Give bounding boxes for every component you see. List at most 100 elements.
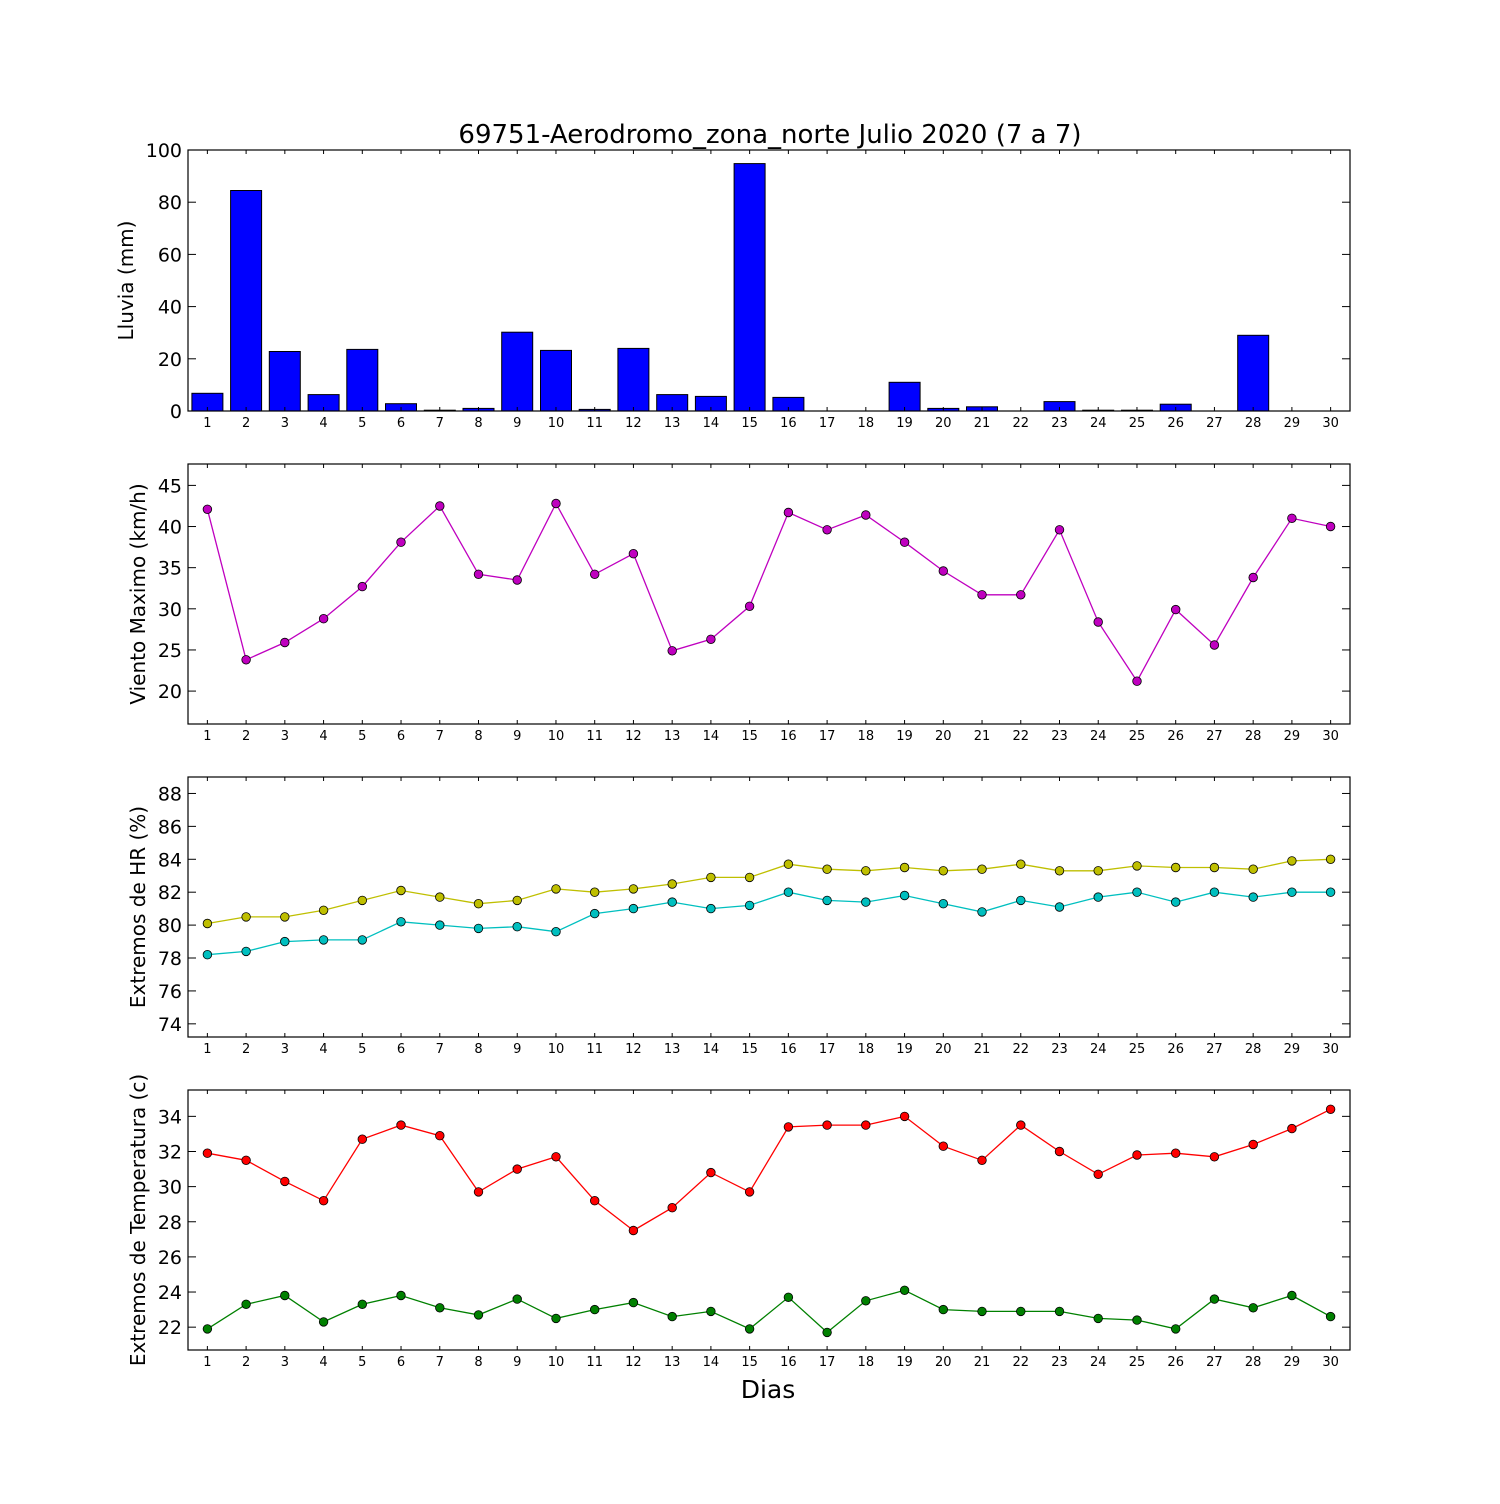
x-tick-label: 30 (1322, 1355, 1339, 1370)
x-tick-label: 11 (586, 729, 603, 744)
x-tick-label: 12 (625, 1042, 642, 1057)
y-tick-label: 34 (158, 1106, 182, 1128)
point-temp-max-day-10 (551, 1152, 561, 1162)
point-temp-min-day-10 (551, 1313, 561, 1324)
point-hr-min-day-23 (1054, 902, 1065, 912)
point-hr-max-day-12 (628, 884, 639, 894)
point-temp-min-day-5 (357, 1299, 368, 1310)
point-wind-day-20 (938, 566, 949, 576)
x-tick-label: 3 (281, 729, 289, 744)
point-hr-max-day-30 (1325, 854, 1336, 865)
x-tick-label: 13 (664, 729, 681, 744)
y-tick-label: 32 (158, 1141, 182, 1163)
y-tick-label: 28 (158, 1212, 182, 1234)
point-hr-max-day-2 (241, 912, 251, 922)
point-hr-min-day-22 (1016, 895, 1026, 906)
point-hr-min-day-20 (938, 899, 949, 909)
x-tick-label: 10 (548, 416, 565, 431)
point-hr-min-day-29 (1287, 887, 1297, 897)
point-wind-day-15 (744, 601, 755, 612)
y-tick-label: 88 (158, 783, 182, 805)
bar-day-3 (268, 351, 301, 412)
x-tick-label: 21 (974, 1042, 991, 1057)
point-hr-min-day-17 (822, 895, 832, 906)
point-wind-day-18 (861, 510, 871, 520)
x-tick-label: 23 (1051, 1042, 1068, 1057)
point-temp-max-day-26 (1170, 1148, 1181, 1158)
x-tick-label: 25 (1129, 729, 1146, 744)
x-tick-label: 22 (1012, 1355, 1029, 1370)
y-tick-label: 30 (158, 1177, 182, 1199)
line-temp-max (207, 1108, 1331, 1232)
bar-day-10 (540, 349, 572, 412)
point-temp-min-day-19 (899, 1285, 910, 1296)
x-tick-label: 8 (474, 1042, 482, 1057)
point-wind-day-30 (1325, 521, 1336, 532)
x-tick-label: 9 (513, 416, 521, 431)
x-tick-label: 29 (1284, 416, 1301, 431)
point-temp-max-day-27 (1209, 1152, 1220, 1162)
x-tick-label: 1 (203, 1042, 211, 1057)
point-wind-day-28 (1248, 572, 1258, 583)
x-tick-label: 1 (203, 416, 211, 431)
point-wind-day-10 (551, 498, 561, 509)
x-tick-label: 30 (1322, 416, 1339, 431)
x-tick-label: 8 (474, 416, 482, 431)
point-wind-day-8 (473, 569, 484, 580)
x-tick-label: 7 (436, 729, 444, 744)
point-temp-max-day-4 (318, 1195, 329, 1206)
x-tick-label: 29 (1284, 1042, 1301, 1057)
point-temp-max-day-20 (938, 1141, 949, 1151)
point-hr-min-day-7 (435, 920, 445, 930)
x-tick-label: 4 (319, 1355, 327, 1370)
point-temp-min-day-22 (1016, 1306, 1026, 1317)
x-tick-label: 11 (586, 416, 603, 431)
x-tick-label: 22 (1012, 729, 1029, 744)
point-temp-min-day-17 (822, 1327, 832, 1338)
x-tick-label: 10 (548, 1355, 565, 1370)
point-wind-day-19 (899, 537, 910, 547)
y-tick-label: 20 (158, 681, 182, 703)
x-tick-label: 25 (1129, 416, 1146, 431)
point-wind-day-3 (280, 637, 290, 648)
point-temp-max-day-17 (822, 1120, 832, 1130)
point-hr-max-day-10 (551, 884, 561, 894)
x-tick-label: 24 (1090, 1042, 1107, 1057)
point-hr-min-day-16 (783, 887, 794, 897)
point-temp-min-day-26 (1170, 1324, 1181, 1334)
point-hr-min-day-10 (551, 927, 561, 937)
x-tick-label: 16 (780, 1042, 797, 1057)
point-wind-day-7 (435, 501, 445, 511)
x-tick-label: 20 (935, 1355, 952, 1370)
x-tick-label: 20 (935, 1042, 952, 1057)
x-tick-label: 28 (1245, 1355, 1262, 1370)
y-axis-label: Lluvia (mm) (114, 221, 138, 341)
y-tick-label: 82 (158, 882, 182, 904)
x-tick-label: 6 (397, 729, 405, 744)
x-tick-label: 7 (436, 416, 444, 431)
x-tick-label: 6 (397, 1042, 405, 1057)
x-tick-label: 7 (436, 1042, 444, 1057)
point-temp-max-day-22 (1016, 1120, 1026, 1130)
point-wind-day-12 (628, 549, 639, 559)
point-temp-max-day-5 (357, 1134, 368, 1144)
x-tick-label: 26 (1167, 1042, 1184, 1057)
point-wind-day-5 (357, 581, 368, 592)
point-hr-min-day-8 (473, 923, 484, 934)
point-temp-max-day-7 (435, 1130, 445, 1141)
x-tick-label: 1 (203, 729, 211, 744)
x-tick-label: 2 (242, 729, 250, 744)
point-temp-min-day-21 (977, 1306, 987, 1317)
line-hr-max (207, 858, 1331, 925)
x-tick-label: 28 (1245, 416, 1262, 431)
point-temp-max-day-2 (241, 1155, 251, 1166)
point-hr-min-day-1 (202, 950, 213, 960)
x-tick-label: 26 (1167, 729, 1184, 744)
x-tick-label: 2 (242, 1355, 250, 1370)
point-temp-min-day-9 (512, 1294, 522, 1304)
point-temp-max-day-11 (590, 1195, 600, 1206)
point-hr-min-day-25 (1132, 887, 1142, 897)
point-wind-day-1 (202, 504, 213, 515)
x-tick-label: 11 (586, 1355, 603, 1370)
